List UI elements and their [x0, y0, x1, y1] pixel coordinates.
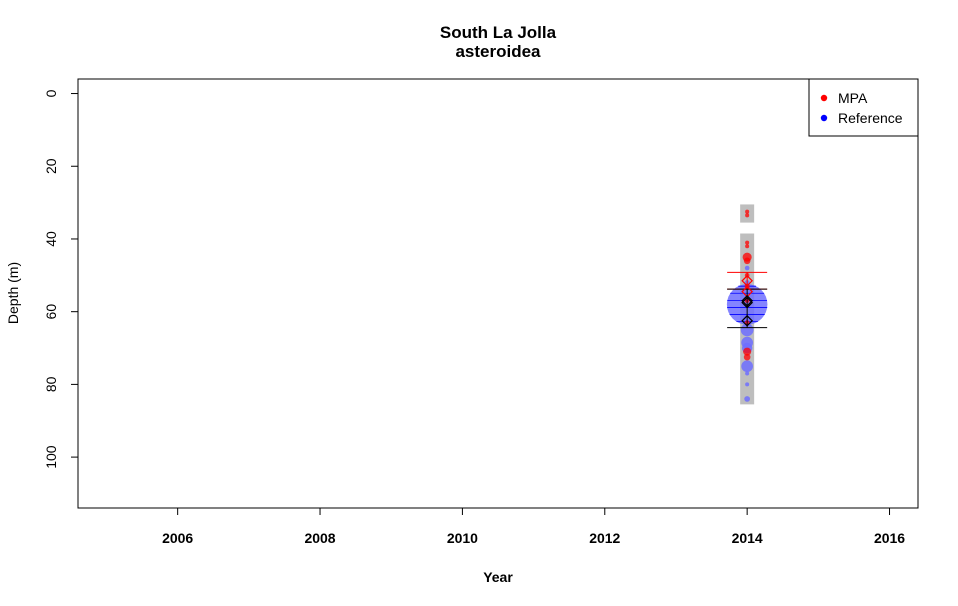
data-marks [726, 209, 768, 402]
legend-label-mpa: MPA [838, 90, 868, 106]
y-axis: 0 20 40 60 80 100 [43, 89, 79, 469]
reference-point [744, 265, 750, 271]
reference-point [745, 371, 750, 376]
y-tick-label: 40 [43, 231, 59, 247]
x-axis: 2006 2008 2010 2012 2014 2016 [162, 507, 905, 546]
mpa-point [743, 257, 751, 265]
y-axis-title: Depth (m) [5, 262, 21, 324]
mpa-point [745, 244, 750, 249]
x-axis-title: Year [483, 569, 513, 585]
chart-title: South La Jolla [440, 23, 557, 42]
chart-subtitle: asteroidea [455, 42, 541, 61]
x-tick-label: 2006 [162, 530, 193, 546]
y-tick-label: 20 [43, 158, 59, 174]
legend-marker-mpa [820, 94, 828, 102]
legend-box [808, 78, 919, 137]
legend: MPA Reference [808, 78, 919, 137]
y-tick-label: 80 [43, 376, 59, 392]
reference-point [740, 323, 754, 337]
legend-marker-reference [820, 114, 828, 122]
reference-point [741, 360, 754, 373]
reference-diamond [741, 314, 754, 327]
plot-frame [77, 78, 919, 509]
x-tick-label: 2010 [447, 530, 478, 546]
x-tick-label: 2012 [589, 530, 620, 546]
mpa-point [745, 240, 750, 245]
x-tick-label: 2014 [732, 530, 763, 546]
reference-diamond [741, 296, 754, 309]
x-tick-label: 2008 [304, 530, 335, 546]
mpa-point [743, 353, 751, 361]
y-tick-label: 60 [43, 304, 59, 320]
mpa-point [743, 347, 752, 356]
legend-label-reference: Reference [838, 110, 903, 126]
reference-point [745, 382, 750, 387]
x-tick-label: 2016 [874, 530, 905, 546]
reference-point [744, 396, 751, 402]
reference-mean-diamond [741, 294, 754, 307]
mpa-point [745, 213, 750, 218]
y-tick-label: 100 [43, 445, 59, 469]
y-tick-label: 0 [43, 89, 59, 97]
mpa-point [745, 209, 750, 214]
mpa-diamond [741, 285, 754, 298]
mpa-mean-diamond [741, 274, 754, 287]
